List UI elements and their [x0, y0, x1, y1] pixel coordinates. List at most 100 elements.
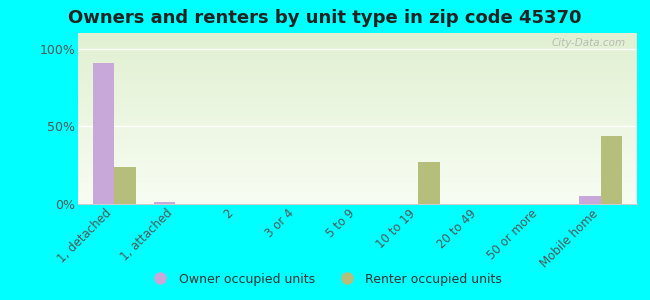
- Bar: [78, 196, 637, 197]
- Bar: [78, 89, 637, 91]
- Bar: [78, 172, 637, 173]
- Bar: [78, 129, 637, 130]
- Bar: [78, 67, 637, 69]
- Bar: [78, 113, 637, 115]
- Bar: [78, 101, 637, 103]
- Bar: [78, 53, 637, 55]
- Bar: [78, 142, 637, 144]
- Bar: [78, 136, 637, 137]
- Bar: [78, 139, 637, 141]
- Bar: [78, 189, 637, 190]
- Bar: [78, 151, 637, 153]
- Bar: [78, 47, 637, 48]
- Bar: [78, 106, 637, 108]
- Bar: [78, 76, 637, 77]
- Bar: [93, 62, 114, 204]
- Bar: [78, 124, 637, 125]
- Bar: [78, 137, 637, 139]
- Bar: [78, 45, 637, 47]
- Bar: [78, 153, 637, 154]
- Bar: [78, 163, 637, 165]
- Bar: [78, 185, 637, 187]
- Bar: [78, 154, 637, 156]
- Bar: [78, 122, 637, 124]
- Bar: [78, 93, 637, 94]
- Bar: [78, 118, 637, 120]
- Bar: [78, 120, 637, 122]
- Bar: [78, 201, 637, 202]
- Bar: [78, 194, 637, 196]
- Bar: [78, 178, 637, 180]
- Bar: [78, 127, 637, 129]
- Bar: [78, 177, 637, 178]
- Bar: [78, 88, 637, 89]
- Bar: [78, 48, 637, 50]
- Bar: [78, 91, 637, 93]
- Bar: [78, 94, 637, 96]
- Bar: [78, 182, 637, 184]
- Bar: [78, 59, 637, 60]
- Bar: [78, 74, 637, 76]
- Bar: [418, 162, 439, 204]
- Bar: [78, 82, 637, 84]
- Bar: [78, 165, 637, 167]
- Bar: [78, 160, 637, 161]
- Bar: [154, 202, 176, 204]
- Bar: [78, 42, 637, 43]
- Bar: [78, 112, 637, 113]
- Bar: [78, 132, 637, 134]
- Bar: [78, 52, 637, 53]
- Bar: [78, 190, 637, 192]
- Bar: [78, 105, 637, 106]
- Bar: [78, 70, 637, 72]
- Bar: [78, 33, 637, 35]
- Bar: [78, 167, 637, 168]
- Bar: [78, 175, 637, 177]
- Bar: [78, 156, 637, 158]
- Bar: [78, 60, 637, 62]
- Bar: [78, 197, 637, 199]
- Bar: [78, 202, 637, 204]
- Text: City-Data.com: City-Data.com: [552, 38, 626, 48]
- Bar: [78, 187, 637, 189]
- Bar: [78, 115, 637, 117]
- Bar: [78, 84, 637, 86]
- Bar: [78, 43, 637, 45]
- Bar: [78, 161, 637, 163]
- Bar: [78, 79, 637, 81]
- Bar: [78, 86, 637, 88]
- Bar: [78, 125, 637, 127]
- Bar: [78, 64, 637, 65]
- Bar: [78, 81, 637, 82]
- Bar: [78, 146, 637, 148]
- Bar: [78, 158, 637, 160]
- Bar: [78, 134, 637, 136]
- Bar: [78, 98, 637, 100]
- Bar: [78, 117, 637, 118]
- Bar: [78, 36, 637, 38]
- Bar: [78, 130, 637, 132]
- Bar: [78, 100, 637, 101]
- Bar: [114, 167, 136, 204]
- Bar: [78, 50, 637, 52]
- Bar: [78, 55, 637, 57]
- Bar: [78, 180, 637, 182]
- Bar: [78, 103, 637, 105]
- Bar: [78, 96, 637, 98]
- Text: Owners and renters by unit type in zip code 45370: Owners and renters by unit type in zip c…: [68, 9, 582, 27]
- Bar: [78, 57, 637, 59]
- Bar: [78, 62, 637, 64]
- Bar: [78, 141, 637, 142]
- Bar: [78, 184, 637, 185]
- Bar: [78, 170, 637, 172]
- Bar: [78, 168, 637, 170]
- Bar: [78, 108, 637, 110]
- Bar: [579, 196, 601, 204]
- Legend: Owner occupied units, Renter occupied units: Owner occupied units, Renter occupied un…: [143, 268, 507, 291]
- Bar: [78, 192, 637, 194]
- Bar: [78, 110, 637, 112]
- Bar: [601, 136, 622, 204]
- Bar: [78, 40, 637, 42]
- Bar: [78, 65, 637, 67]
- Bar: [78, 173, 637, 175]
